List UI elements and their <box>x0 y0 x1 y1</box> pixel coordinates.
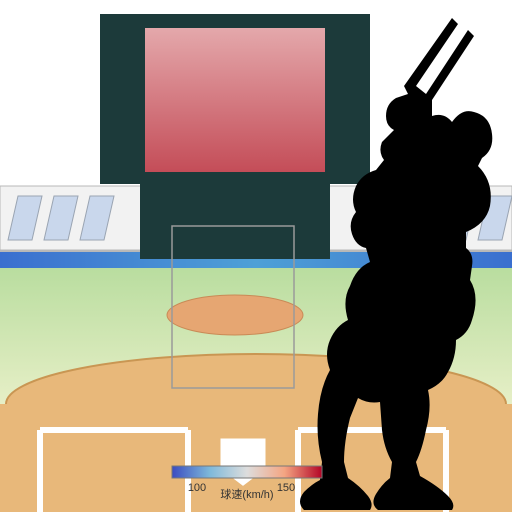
scoreboard-base <box>140 184 330 259</box>
legend-tick: 100 <box>188 482 206 494</box>
mound <box>167 295 303 335</box>
speed-legend-bar <box>172 466 322 478</box>
scoreboard-screen <box>145 28 325 172</box>
legend-label: 球速(km/h) <box>220 487 273 501</box>
pitch-location-scene: 100 150 球速(km/h) <box>0 0 512 512</box>
legend-tick: 150 <box>277 482 295 494</box>
